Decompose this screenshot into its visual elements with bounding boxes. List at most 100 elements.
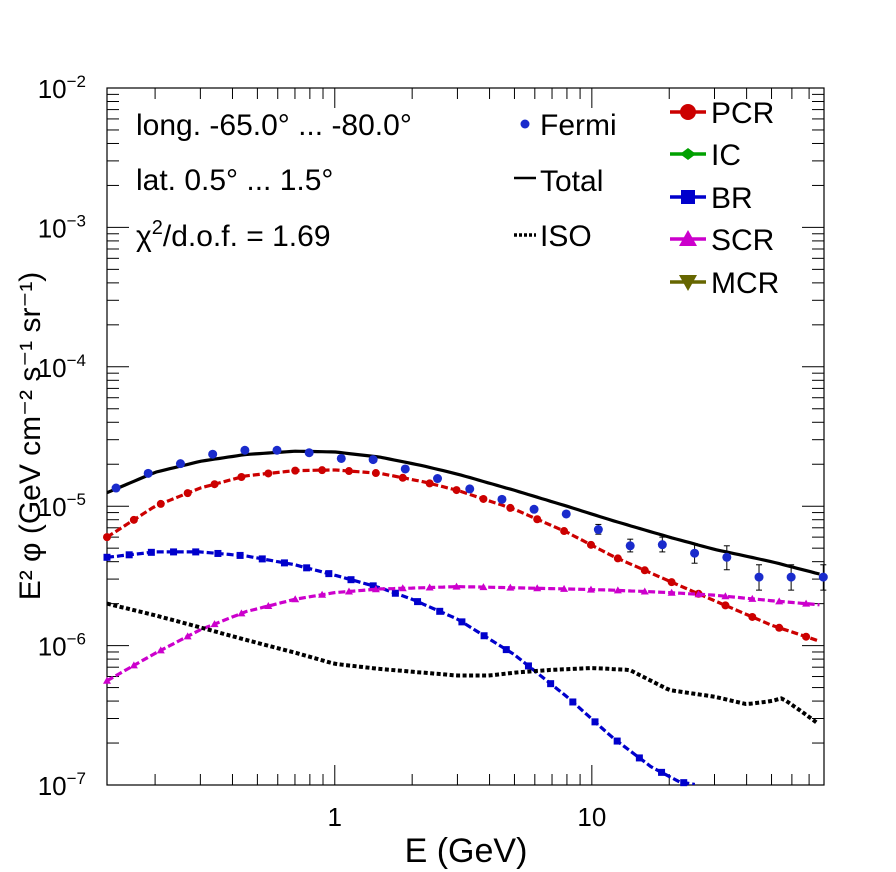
y-tick-label: 10−3: [38, 211, 86, 243]
marker-pcr: [640, 566, 649, 575]
marker-scr: [748, 594, 757, 602]
fermi-point: [240, 445, 250, 455]
marker-scr: [237, 609, 246, 617]
marker-br: [613, 737, 621, 745]
y-tick-base: 10: [38, 492, 67, 522]
legend-right-scr: SCR: [670, 224, 774, 257]
marker-br: [103, 553, 111, 561]
y-tick-label: 10−5: [38, 490, 86, 522]
y-tick-base: 10: [38, 213, 67, 243]
legend-label: PCR: [711, 97, 774, 130]
legend-right-ic: IC: [670, 139, 741, 172]
legend-label: IC: [711, 139, 741, 172]
marker-pcr: [291, 466, 300, 475]
fermi-point: [208, 449, 218, 459]
y-tick-label: 10−7: [38, 769, 86, 801]
fermi-point: [111, 483, 121, 493]
marker-br: [325, 570, 333, 578]
legend-swatch-marker: [679, 275, 697, 291]
marker-pcr: [748, 612, 757, 621]
plot-frame: [106, 87, 825, 786]
marker-scr: [183, 632, 192, 640]
marker-br: [303, 564, 311, 572]
fermi-point: [657, 540, 667, 550]
marker-scr: [667, 588, 676, 596]
marker-br: [369, 582, 377, 590]
marker-scr: [264, 601, 273, 609]
marker-br: [125, 551, 133, 559]
fermi-point: [786, 572, 796, 582]
series-br: [103, 548, 696, 787]
fermi-point: [690, 548, 700, 558]
marker-br: [436, 607, 444, 615]
fermi-point: [529, 504, 539, 514]
marker-scr: [344, 587, 353, 595]
legend-swatch: [520, 119, 530, 129]
marker-scr: [560, 584, 569, 592]
marker-pcr: [183, 489, 192, 498]
chi2-symbol: χ: [136, 220, 152, 253]
marker-br: [236, 551, 244, 559]
marker-br: [280, 559, 288, 567]
fermi-point: [336, 453, 346, 463]
y-tick-exponent: −7: [67, 769, 86, 788]
marker-br: [347, 576, 355, 584]
legend-right-mcr: MCR: [670, 267, 779, 300]
fermi-point: [497, 494, 507, 504]
fermi-point: [272, 445, 282, 455]
marker-br: [414, 598, 422, 606]
series-scr: [103, 582, 820, 684]
marker-pcr: [371, 469, 380, 478]
y-tick-base: 10: [38, 353, 67, 383]
marker-scr: [129, 661, 138, 669]
marker-br: [547, 680, 555, 688]
marker-pcr: [802, 632, 811, 641]
marker-scr: [318, 590, 327, 598]
x-axis-label: E (GeV): [405, 832, 528, 870]
y-tick-label: 10−4: [38, 351, 86, 383]
marker-pcr: [479, 494, 488, 503]
marker-pcr: [506, 503, 515, 512]
legend-right-pcr: PCR: [670, 97, 774, 130]
marker-br: [258, 555, 266, 563]
y-axis-label: E² φ (GeV cm⁻² s⁻¹ sr⁻¹): [14, 272, 47, 601]
legend-label: Fermi: [540, 109, 617, 142]
marker-scr: [533, 584, 542, 592]
marker-pcr: [103, 533, 111, 542]
y-tick-label: 10−6: [38, 630, 86, 662]
marker-br: [502, 646, 510, 654]
legend-swatch-marker: [679, 230, 697, 246]
chi2-value: /d.o.f. = 1.69: [163, 220, 331, 253]
marker-pcr: [129, 515, 138, 524]
marker-pcr: [533, 515, 542, 524]
marker-br: [192, 548, 200, 556]
fermi-point: [818, 572, 828, 582]
legend-label: MCR: [711, 267, 779, 300]
chi2-superscript: 2: [152, 217, 163, 239]
y-tick-base: 10: [38, 632, 67, 662]
marker-br: [458, 618, 466, 626]
y-tick-label: 10−2: [38, 72, 86, 104]
marker-pcr: [318, 466, 327, 475]
marker-br: [658, 768, 666, 776]
marker-scr: [775, 597, 784, 605]
fermi-point: [465, 484, 475, 494]
marker-br: [480, 632, 488, 640]
legend-label: ISO: [540, 220, 592, 253]
fermi-point: [754, 572, 764, 582]
marker-scr: [506, 583, 515, 591]
fermi-point: [400, 464, 410, 474]
latitude-annotation: lat. 0.5° ... 1.5°: [136, 164, 333, 197]
fermi-point: [625, 541, 635, 551]
x-tick-label: 10: [577, 802, 606, 832]
marker-pcr: [237, 473, 246, 482]
fermi-point: [368, 455, 378, 465]
marker-pcr: [156, 499, 165, 508]
series-total: [107, 449, 820, 576]
marker-br: [680, 779, 688, 787]
marker-scr: [640, 587, 649, 595]
fermi-point: [175, 459, 185, 469]
fermi-point: [561, 509, 571, 519]
marker-br: [591, 718, 599, 726]
